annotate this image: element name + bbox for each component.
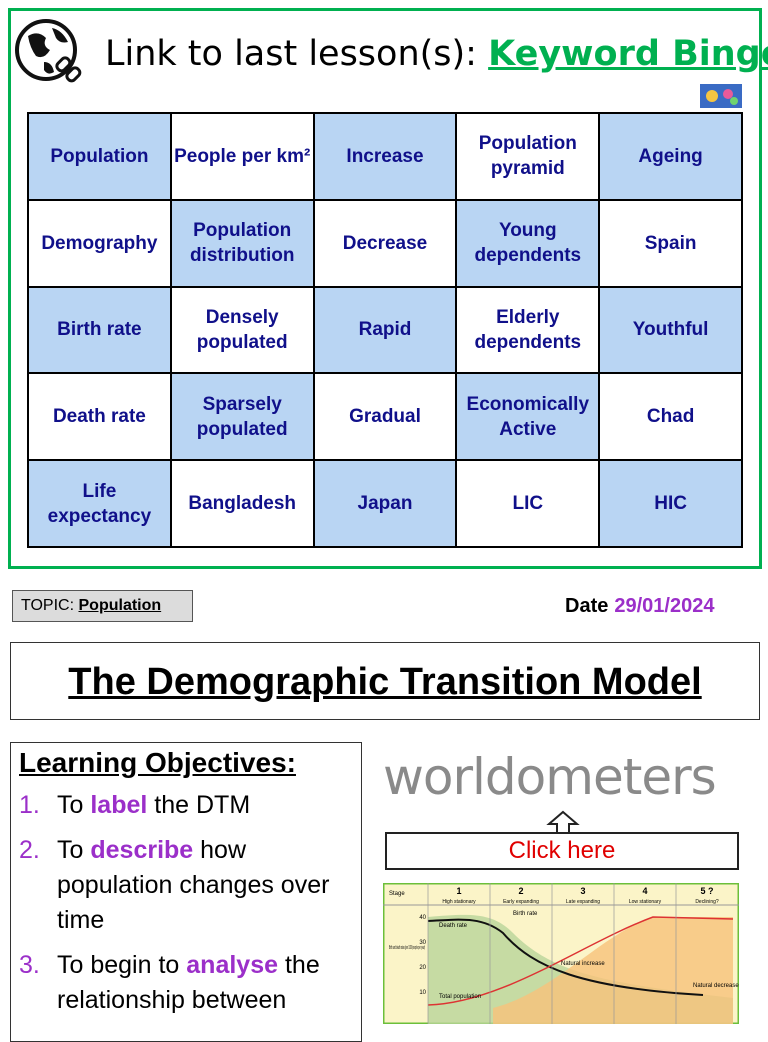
objective-text: To describe how population changes over … <box>57 833 353 938</box>
bingo-cell: Population pyramid <box>455 112 601 201</box>
stage-number: 2 <box>518 886 523 896</box>
bingo-cell: LIC <box>455 459 601 548</box>
objective: 3. To begin to analyse the relationship b… <box>19 948 353 1018</box>
date-value: 29/01/2024 <box>614 595 715 617</box>
total-population-label: Total population <box>439 994 481 1000</box>
objective-before: To <box>57 836 84 864</box>
bingo-cell: Population distribution <box>169 198 315 288</box>
date-label: Date <box>565 595 609 617</box>
bingo-cell: Young dependents <box>455 198 601 288</box>
topic-value: Population <box>78 597 162 614</box>
stage-name: Low stationary <box>629 899 662 905</box>
y-axis-label: Birth and death rates (per 1000 people p… <box>389 945 425 951</box>
objective-keyword: analyse <box>186 951 279 979</box>
bingo-cell: Chad <box>598 372 743 462</box>
objective-text: To label the DTM <box>57 788 250 823</box>
bingo-cell: Population <box>27 112 172 201</box>
objective-after: the DTM <box>154 791 251 819</box>
stage-heading: Stage <box>389 891 405 897</box>
up-arrow <box>546 810 580 834</box>
stage-name: Late expanding <box>566 899 600 905</box>
objectives-heading: Learning Objectives: <box>19 747 296 778</box>
objective-after: the relationship between <box>57 951 320 1014</box>
natural-increase-label: Natural increase <box>561 961 605 967</box>
bingo-cell: Elderly dependents <box>455 285 601 375</box>
date: Date 29/01/2024 <box>565 595 714 618</box>
bingo-cell: Gradual <box>312 372 458 462</box>
dtm-diagram: Stage 1 High stationary 2 Early expanding 3 La… <box>383 883 739 1024</box>
death-rate-label: Death rate <box>439 923 468 929</box>
bingo-cell: Ageing <box>598 112 743 201</box>
bingo-cell: Economically Active <box>455 372 601 462</box>
bingo-cell: HIC <box>598 459 743 548</box>
stage-number: 3 <box>580 886 585 896</box>
bingo-row: Death rate Sparsely populated Gradual Econo… <box>27 372 743 462</box>
bingo-row: Population People per km² Increase Populati… <box>27 112 743 201</box>
topic-label: TOPIC: <box>21 597 75 614</box>
natural-decrease-label: Natural decrease <box>693 983 739 989</box>
objective-number: 1. <box>19 791 40 819</box>
objective-after: how population changes over time <box>57 836 330 934</box>
page-title: The Demographic Transition Model <box>10 642 760 720</box>
bingo-link[interactable]: Keyword Bingo <box>488 34 768 74</box>
bingo-cell: People per km² <box>169 112 315 201</box>
stage-number: 4 <box>642 886 647 896</box>
objective-keyword: describe <box>90 836 194 864</box>
bingo-row: Life expectancy Bangladesh Japan LIC HIC <box>27 459 743 548</box>
y-tick-label: 20 <box>419 965 426 971</box>
stage-name: Early expanding <box>503 899 539 905</box>
bingo-thumbnail <box>700 84 742 108</box>
objective-before: To <box>57 791 84 819</box>
bingo-row: Birth rate Densely populated Rapid Elderly … <box>27 285 743 375</box>
objective: 2. To describe how population changes ove… <box>19 833 353 938</box>
objective-keyword: label <box>90 791 148 819</box>
topic-box: TOPIC: Population <box>12 590 193 622</box>
y-tick-label: 10 <box>419 990 426 996</box>
bingo-cell: Rapid <box>312 285 458 375</box>
objective: 1. To label the DTM <box>19 788 353 823</box>
worldometers-logo[interactable]: worldometers <box>383 748 717 806</box>
objectives-box: Learning Objectives: 1. To label the DTM 2.… <box>10 742 362 1042</box>
header-lead: Link to last lesson(s): <box>105 34 477 74</box>
bingo-cell: Spain <box>598 198 743 288</box>
y-tick-label: 40 <box>419 915 426 921</box>
stage-name: High stationary <box>442 899 476 905</box>
header: Link to last lesson(s): Keyword Bingo <box>105 34 768 74</box>
bingo-cell: Youthful <box>598 285 743 375</box>
click-here-button[interactable]: Click here <box>385 832 739 870</box>
bingo-cell: Life expectancy <box>27 459 172 548</box>
bingo-cell: Birth rate <box>27 285 172 375</box>
bingo-cell: Densely populated <box>169 285 315 375</box>
bingo-cell: Decrease <box>312 198 458 288</box>
bingo-grid: Population People per km² Increase Populati… <box>27 112 743 548</box>
stage-number: 5 ? <box>700 886 713 896</box>
objective-number: 3. <box>19 951 40 979</box>
objective-text: To begin to analyse the relationship bet… <box>57 948 353 1018</box>
bingo-cell: Increase <box>312 112 458 201</box>
birth-rate-label: Birth rate <box>513 911 538 917</box>
bingo-cell: Sparsely populated <box>169 372 315 462</box>
y-tick-label: 30 <box>419 940 426 946</box>
bingo-frame <box>8 8 762 569</box>
objective-before: To begin to <box>57 951 180 979</box>
stage-number: 1 <box>456 886 461 896</box>
globe-link-icon <box>15 19 82 83</box>
stage-name: Declining? <box>695 899 719 905</box>
bingo-cell: Death rate <box>27 372 172 462</box>
bingo-cell: Japan <box>312 459 458 548</box>
objective-number: 2. <box>19 836 40 864</box>
bingo-row: Demography Population distribution Decreas… <box>27 198 743 288</box>
bingo-cell: Demography <box>27 198 172 288</box>
bingo-cell: Bangladesh <box>169 459 315 548</box>
